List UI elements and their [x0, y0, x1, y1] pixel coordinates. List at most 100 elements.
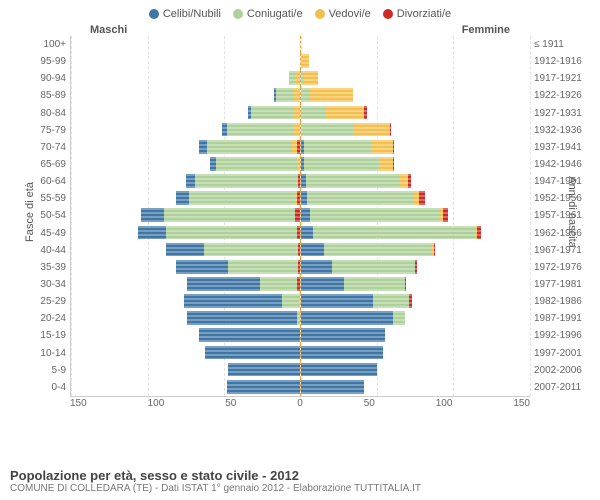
bar-segment: [301, 294, 373, 308]
bar-segment: [227, 380, 300, 394]
age-tick: 70-74: [10, 139, 68, 156]
bar-segment: [297, 277, 300, 291]
bar-segment: [295, 71, 300, 85]
bar-segment: [393, 311, 405, 325]
bar-segment: [301, 260, 332, 274]
bar-segment: [294, 106, 300, 120]
pyramid-row: [71, 36, 530, 53]
birth-tick: 1947-1951: [532, 173, 590, 190]
age-tick: 100+: [10, 36, 68, 53]
birth-tick: 1912-1916: [532, 53, 590, 70]
birth-tick: 1987-1991: [532, 310, 590, 327]
x-tick: 50: [225, 398, 236, 414]
chart-footer: Popolazione per età, sesso e stato civil…: [10, 468, 590, 494]
bar-segment: [310, 208, 440, 222]
legend: Celibi/NubiliConiugati/eVedovi/eDivorzia…: [0, 0, 600, 20]
bar-segment: [408, 174, 411, 188]
bar-segment: [205, 346, 300, 360]
bar-segment: [344, 277, 405, 291]
bar-segment: [298, 243, 300, 257]
legend-label: Coniugati/e: [247, 8, 303, 20]
pyramid-row: [71, 139, 530, 156]
legend-label: Celibi/Nubili: [163, 8, 221, 20]
bar-segment: [477, 226, 482, 240]
bar-segment: [304, 140, 371, 154]
birth-tick: 1922-1926: [532, 87, 590, 104]
bar-segment: [195, 174, 297, 188]
males-header: Maschi: [90, 24, 127, 36]
bar-segment: [443, 208, 448, 222]
x-tick: 150: [513, 398, 530, 414]
legend-swatch: [149, 9, 159, 19]
bar-segment: [325, 106, 363, 120]
bar-segment: [400, 174, 408, 188]
age-axis: 100+95-9990-9485-8980-8475-7970-7465-696…: [10, 36, 68, 396]
bar-segment: [301, 88, 310, 102]
age-tick: 80-84: [10, 105, 68, 122]
age-tick: 60-64: [10, 173, 68, 190]
birth-tick: 2002-2006: [532, 362, 590, 379]
age-tick: 50-54: [10, 207, 68, 224]
birth-axis: ≤ 19111912-19161917-19211922-19261927-19…: [532, 36, 590, 396]
legend-item: Celibi/Nubili: [149, 8, 221, 20]
bar-segment: [301, 346, 383, 360]
bar-segment: [405, 277, 407, 291]
bar-segment: [353, 123, 390, 137]
bar-segment: [199, 328, 300, 342]
bar-segment: [409, 294, 412, 308]
bar-segment: [298, 260, 300, 274]
bar-segment: [251, 106, 294, 120]
bar-segment: [379, 157, 393, 171]
pyramid-row: [71, 242, 530, 259]
x-tick: 150: [70, 398, 87, 414]
birth-tick: 1962-1966: [532, 225, 590, 242]
chart-subtitle: COMUNE DI COLLEDARA (TE) - Dati ISTAT 1°…: [10, 483, 590, 494]
pyramid-row: [71, 105, 530, 122]
bar-segment: [301, 277, 344, 291]
bar-segment: [186, 174, 195, 188]
birth-tick: 1957-1961: [532, 207, 590, 224]
bar-segment: [176, 260, 228, 274]
gridline: [530, 36, 531, 396]
birth-tick: 1972-1976: [532, 259, 590, 276]
pyramid-row: [71, 70, 530, 87]
pyramid-row: [71, 259, 530, 276]
bar-segment: [301, 54, 309, 68]
bar-segment: [166, 243, 204, 257]
age-tick: 45-49: [10, 225, 68, 242]
age-tick: 15-19: [10, 327, 68, 344]
bar-segment: [176, 191, 188, 205]
bar-segment: [166, 226, 297, 240]
bar-segment: [164, 208, 295, 222]
age-tick: 55-59: [10, 190, 68, 207]
bar-segment: [301, 328, 385, 342]
birth-tick: 1992-1996: [532, 327, 590, 344]
bar-segment: [301, 380, 364, 394]
legend-label: Vedovi/e: [329, 8, 371, 20]
age-tick: 75-79: [10, 122, 68, 139]
pyramid-row: [71, 225, 530, 242]
birth-tick: 1952-1956: [532, 190, 590, 207]
bar-segment: [294, 123, 300, 137]
bar-segment: [228, 260, 298, 274]
birth-tick: 1997-2001: [532, 345, 590, 362]
legend-swatch: [383, 9, 393, 19]
bar-segment: [260, 277, 297, 291]
pyramid-row: [71, 53, 530, 70]
bar-segment: [393, 140, 395, 154]
bar-segment: [298, 174, 300, 188]
bar-segment: [301, 311, 393, 325]
x-tick: 0: [297, 398, 303, 414]
birth-tick: 1967-1971: [532, 242, 590, 259]
x-tick: 50: [364, 398, 375, 414]
birth-tick: 1932-1936: [532, 122, 590, 139]
bar-segment: [301, 226, 313, 240]
bar-segment: [301, 208, 310, 222]
age-tick: 90-94: [10, 70, 68, 87]
pyramid-row: [71, 310, 530, 327]
birth-tick: 1977-1981: [532, 276, 590, 293]
bar-segment: [415, 260, 417, 274]
age-tick: 95-99: [10, 53, 68, 70]
age-tick: 10-14: [10, 345, 68, 362]
bar-segment: [297, 226, 300, 240]
